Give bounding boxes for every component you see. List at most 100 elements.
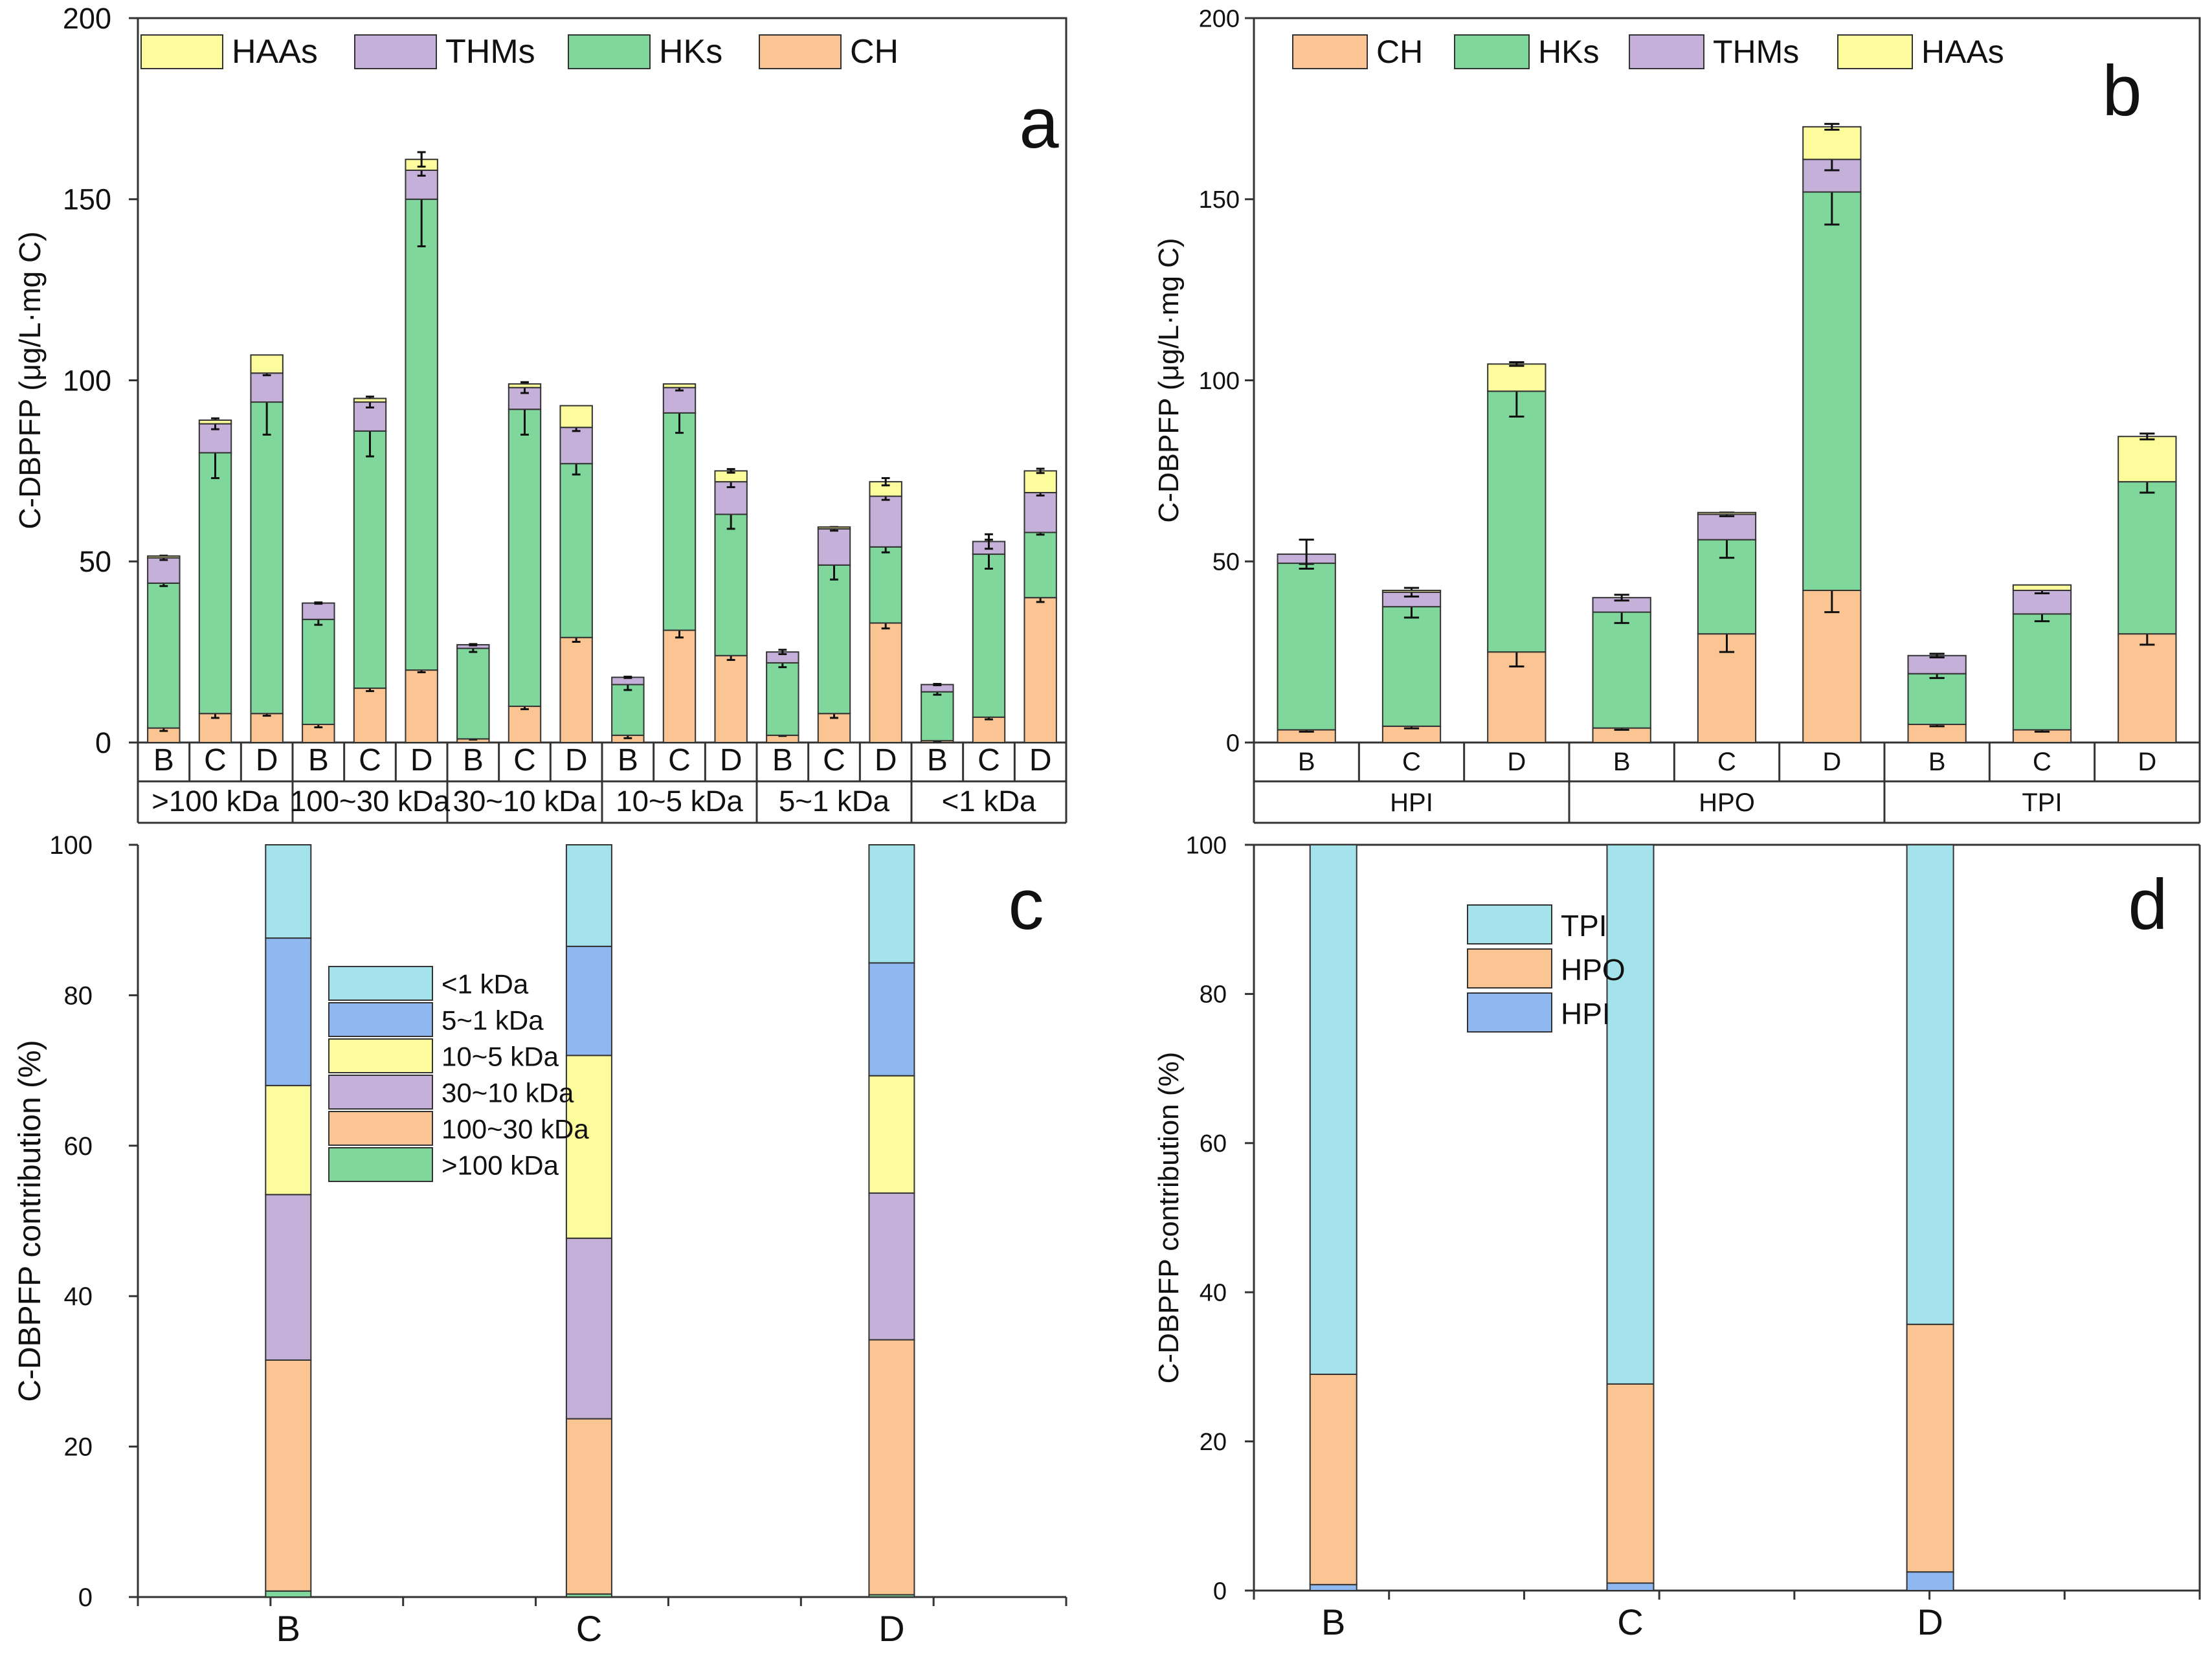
- panel-label-d: d: [2128, 865, 2167, 944]
- x-group-label-hpi: HPI: [1390, 788, 1433, 817]
- y-tick-label: 200: [1199, 5, 1240, 32]
- y-tick-label: 50: [1212, 549, 1240, 576]
- y-tick-label: 50: [79, 545, 111, 578]
- y-tick-label: 40: [64, 1282, 93, 1311]
- bar-1-kda-d-thms: [1023, 491, 1057, 533]
- bar-10-5-kda-c-ch: [662, 629, 697, 743]
- bar-tpi-c-hks: [2012, 613, 2072, 731]
- legend-swatch-thms: [1629, 34, 1704, 69]
- x-group-label-tpi: TPI: [2022, 788, 2062, 817]
- bar-d-10-5-kda: [868, 1075, 915, 1194]
- x-sub-label-d: D: [256, 743, 278, 777]
- x-sub-label-c: C: [668, 743, 691, 777]
- bar-tpi-d-haas: [2117, 436, 2177, 483]
- x-group-label-100-kda: >100 kDa: [151, 785, 279, 818]
- y-tick-label: 20: [64, 1433, 93, 1462]
- legend-label-tpi: TPI: [1561, 909, 1607, 943]
- legend-label-5-1-kda: 5~1 kDa: [441, 1005, 544, 1036]
- legend-swatch-hks: [568, 34, 651, 69]
- y-axis-label: C-DBPFP (μg/L·mg C): [1153, 238, 1185, 522]
- bar-5-1-kda-b-hks: [766, 662, 799, 736]
- x-sub-label-b: B: [463, 743, 484, 777]
- legend-swatch-haas: [140, 34, 223, 69]
- legend-swatch-haas: [1837, 34, 1913, 69]
- bar-d-30-10-kda: [868, 1192, 915, 1341]
- legend-label-ch: CH: [1376, 34, 1423, 70]
- legend-label-100-kda: >100 kDa: [441, 1150, 559, 1181]
- legend-swatch-hpi: [1467, 992, 1552, 1033]
- bar-b-hpo: [1309, 1373, 1357, 1585]
- bar-hpi-c-hks: [1381, 606, 1442, 727]
- legend-label-ch: CH: [850, 33, 899, 71]
- x-sub-label-b: B: [308, 743, 329, 777]
- bar-10-5-kda-d-hks: [714, 513, 748, 656]
- x-sub-label-b: B: [772, 743, 793, 777]
- bar-30-10-kda-d-ch: [559, 636, 593, 743]
- bar-b-tpi: [1309, 844, 1357, 1375]
- bar-hpo-d-ch: [1802, 590, 1862, 744]
- legend-label-hpi: HPI: [1561, 997, 1611, 1031]
- bar-hpo-d-haas: [1802, 126, 1862, 161]
- bar-tpi-d-hks: [2117, 481, 2177, 635]
- x-sub-label-c: C: [2033, 748, 2051, 776]
- x-sub-label-c: C: [978, 743, 1000, 777]
- bar-30-10-kda-d-hks: [559, 463, 593, 638]
- bar-100-30-kda-c-ch: [353, 687, 387, 743]
- y-tick-label: 100: [1186, 832, 1227, 859]
- y-axis-label: C-DBPFP contribution (%): [1153, 1052, 1185, 1384]
- bar-30-10-kda-c-ch: [508, 706, 542, 744]
- legend-swatch-5-1-kda: [328, 1002, 433, 1037]
- legend-label-hks: HKs: [659, 33, 722, 71]
- legend-swatch-30-10-kda: [328, 1075, 433, 1110]
- x-group-label-5-1-kda: 5~1 kDa: [779, 785, 890, 818]
- legend-swatch-hpo: [1467, 948, 1552, 989]
- bar-1-kda-c-ch: [972, 716, 1006, 743]
- y-tick-label: 60: [1200, 1130, 1227, 1157]
- legend-label-100-30-kda: 100~30 kDa: [441, 1114, 589, 1145]
- legend-swatch-ch: [1292, 34, 1368, 69]
- y-tick-label: 80: [1200, 981, 1227, 1009]
- bar-100-30-kda-b-thms: [302, 602, 335, 620]
- bar-30-10-kda-c-haas: [508, 383, 542, 388]
- bar-tpi-b-hks: [1907, 673, 1967, 726]
- bar-30-10-kda-b-hks: [456, 647, 490, 740]
- bar-100-kda-d-thms: [250, 372, 284, 403]
- y-tick-label: 100: [63, 364, 111, 397]
- y-tick-label: 80: [64, 981, 93, 1010]
- x-sub-label-c: C: [1717, 748, 1736, 776]
- x-sub-label-c: C: [823, 743, 845, 777]
- y-tick-label: 100: [1199, 368, 1240, 395]
- legend-swatch-thms: [354, 34, 437, 69]
- x-sub-label-d: D: [410, 743, 433, 777]
- y-tick-label: 40: [1200, 1280, 1227, 1307]
- bar-c-hpi: [1606, 1582, 1655, 1591]
- bar-b-100-kda: [265, 1590, 312, 1598]
- y-axis-label: C-DBPFP (μg/L·mg C): [13, 231, 47, 529]
- bar-d-hpi: [1906, 1571, 1954, 1591]
- bar-100-kda-d-ch: [250, 713, 284, 743]
- bar-100-kda-d-hks: [250, 401, 284, 715]
- bar-hpi-c-haas: [1381, 590, 1442, 593]
- bar-tpi-b-thms: [1907, 654, 1967, 675]
- bar-1-kda-d-hks: [1023, 531, 1057, 599]
- bar-b-100-30-kda: [265, 1359, 312, 1592]
- x-sub-label-d: D: [2138, 748, 2156, 776]
- x-tick-label-d: D: [1917, 1602, 1943, 1642]
- panel-label-b: b: [2102, 51, 2141, 131]
- x-sub-label-b: B: [1928, 748, 1946, 776]
- bar-c-tpi: [1606, 844, 1655, 1385]
- legend-label-10-5-kda: 10~5 kDa: [441, 1042, 559, 1072]
- bar-b-hpi: [1309, 1583, 1357, 1591]
- bar-100-kda-b-thms: [147, 557, 181, 584]
- x-group-label-hpo: HPO: [1699, 788, 1755, 817]
- bar-100-kda-b-haas: [147, 555, 181, 559]
- legend-swatch-hks: [1454, 34, 1530, 69]
- bar-d-hpo: [1906, 1323, 1954, 1573]
- x-sub-label-d: D: [1822, 748, 1841, 776]
- bar-10-5-kda-c-haas: [662, 383, 697, 388]
- legend-label-thms: THMs: [445, 33, 535, 71]
- y-tick-label: 0: [1213, 1578, 1227, 1605]
- bar-b-30-10-kda: [265, 1194, 312, 1361]
- bar-c-5-1-kda: [565, 945, 612, 1056]
- y-tick-label: 100: [49, 831, 93, 860]
